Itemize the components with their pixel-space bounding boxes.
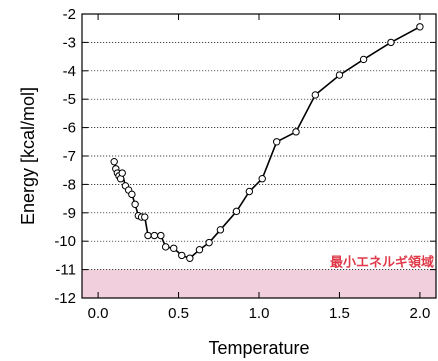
y-tick-label: -9: [63, 205, 76, 222]
y-tick-label: -3: [63, 34, 76, 51]
data-point: [141, 213, 149, 221]
data-point: [258, 175, 266, 183]
y-tick-label: -4: [63, 63, 76, 80]
energy-series-line: [113, 26, 421, 260]
data-point: [335, 71, 344, 79]
y-tick-label: -5: [63, 91, 76, 108]
data-point: [131, 200, 139, 208]
data-point: [186, 254, 194, 262]
data-point: [273, 138, 281, 146]
data-point: [359, 55, 368, 64]
x-tick-label: 1.0: [249, 305, 270, 322]
data-point: [311, 91, 320, 99]
y-tick-label: -12: [54, 290, 76, 307]
x-axis-title: Temperature: [208, 338, 309, 358]
x-tick-label: 1.5: [329, 305, 350, 322]
data-point: [205, 238, 213, 247]
data-point: [118, 169, 126, 177]
x-tick-label: 0.0: [88, 305, 109, 322]
data-point: [416, 23, 424, 31]
data-point: [387, 38, 395, 47]
y-axis: -2 -3 -4 -5 -6 -7 -8 -9 -10 -11 -12: [54, 6, 436, 307]
data-point: [216, 226, 225, 234]
data-point: [128, 190, 136, 199]
y-tick-label: -2: [63, 6, 76, 23]
y-tick-label: -7: [63, 148, 76, 165]
x-tick-label: 0.5: [168, 305, 189, 322]
data-point: [110, 157, 118, 166]
data-point: [170, 244, 178, 253]
data-point: [232, 207, 241, 216]
x-axis: 0.0 0.5 1.0 1.5 2.0: [88, 14, 430, 322]
data-point: [292, 128, 300, 136]
data-point: [245, 187, 254, 196]
y-tick-label: -6: [63, 120, 76, 137]
y-tick-label: -10: [54, 233, 76, 250]
data-points: [110, 23, 424, 262]
x-tick-label: 2.0: [409, 305, 430, 322]
min-energy-region-label: 最小エネルギ領域: [330, 255, 434, 270]
data-point: [178, 251, 186, 260]
data-point: [144, 231, 152, 240]
data-point: [195, 246, 204, 254]
y-axis-title: Energy [kcal/mol]: [18, 87, 38, 225]
data-point: [157, 231, 165, 240]
data-point: [150, 231, 159, 240]
grid-lines: [82, 42, 436, 270]
data-point: [161, 243, 170, 251]
y-tick-label: -8: [63, 176, 76, 193]
y-tick-label: -11: [55, 262, 76, 279]
